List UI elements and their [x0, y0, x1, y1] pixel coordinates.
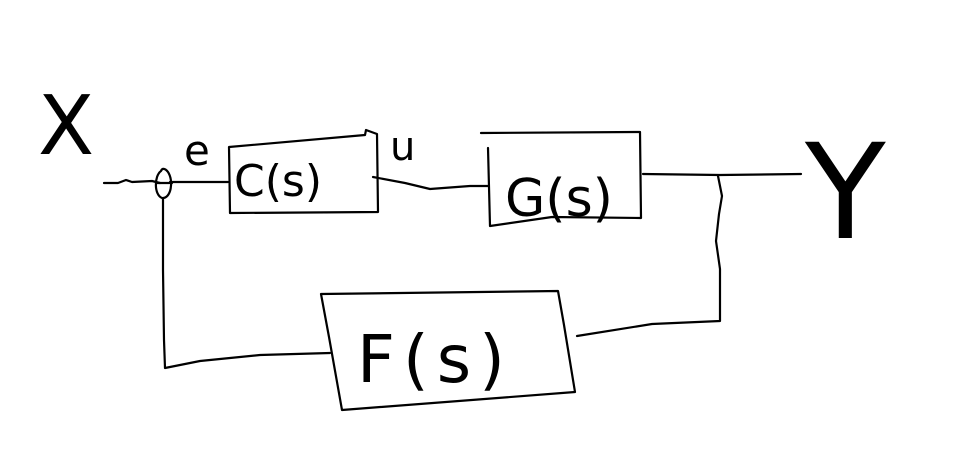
- feedback-left-wire: [161, 196, 332, 370]
- feedback-block: F(s): [319, 289, 577, 412]
- plant-label: G(s): [505, 169, 613, 229]
- control-signal-label: u: [390, 124, 415, 170]
- input-label: X: [38, 79, 94, 174]
- plant-block: G(s): [479, 130, 643, 229]
- error-label: e: [184, 126, 210, 175]
- feedback-right-wire: [575, 174, 724, 338]
- controller-label: C(s): [234, 156, 322, 207]
- output-label: Y: [804, 116, 886, 270]
- input-wire: [102, 178, 162, 185]
- control-wire: [371, 175, 490, 191]
- controller-block: C(s): [227, 128, 380, 215]
- feedback-label: F(s): [357, 321, 513, 398]
- output-wire: [641, 172, 803, 177]
